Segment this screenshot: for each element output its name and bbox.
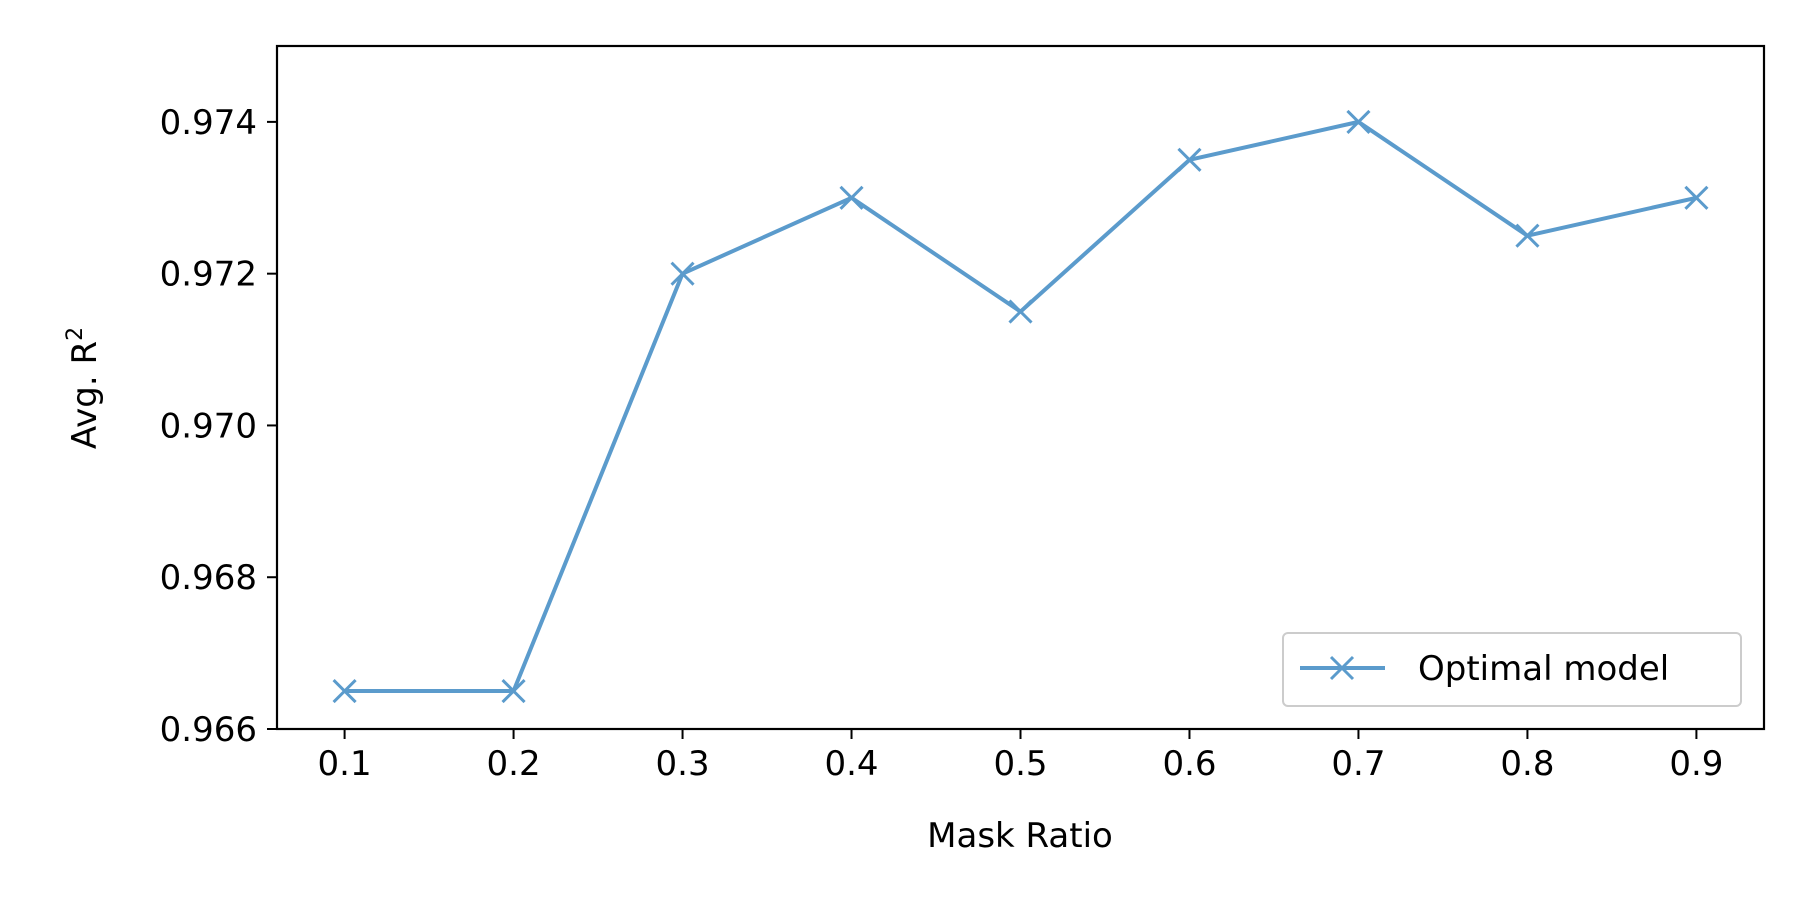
data-point (1515, 223, 1540, 248)
data-point (670, 261, 695, 286)
x-tick-label: 0.4 (824, 744, 878, 784)
series-layer (332, 109, 1709, 704)
data-point (1684, 185, 1709, 210)
x-tick-label: 0.3 (656, 744, 710, 784)
y-axis-title: Avg. R2 (63, 327, 105, 449)
y-tick-label: 0.974 (160, 103, 257, 143)
x-axis-ticks: 0.1 0.2 0.3 0.4 0.5 0.6 0.7 0.8 0.9 (318, 729, 1723, 784)
legend-box (1282, 632, 1742, 707)
y-tick-label: 0.970 (160, 406, 257, 446)
plot-area-frame (275, 44, 1766, 731)
x-axis-title: Mask Ratio (927, 816, 1113, 856)
data-point (1177, 147, 1202, 172)
x-tick-label: 0.6 (1162, 744, 1216, 784)
x-tick-label: 0.8 (1500, 744, 1554, 784)
data-point (839, 185, 864, 210)
y-tick-label: 0.968 (160, 558, 257, 598)
legend: Optimal model (1282, 632, 1742, 707)
x-tick-label: 0.9 (1669, 744, 1723, 784)
data-point (1346, 109, 1371, 134)
data-point (332, 678, 357, 704)
data-point (1008, 299, 1033, 324)
data-point (501, 678, 526, 704)
x-tick-label: 0.1 (318, 744, 372, 784)
y-tick-label: 0.966 (160, 710, 257, 750)
y-axis-title-main: Avg. R (65, 341, 105, 449)
x-tick-label: 0.5 (993, 744, 1047, 784)
legend-marker-sample (1329, 655, 1355, 681)
y-axis-title-superscript: 2 (63, 327, 88, 341)
x-tick-label: 0.2 (487, 744, 541, 784)
y-tick-label: 0.972 (160, 255, 257, 295)
y-axis-ticks: 0.966 0.968 0.970 0.972 0.974 (160, 103, 277, 750)
legend-label: Optimal model (1418, 649, 1669, 689)
x-tick-label: 0.7 (1331, 744, 1385, 784)
